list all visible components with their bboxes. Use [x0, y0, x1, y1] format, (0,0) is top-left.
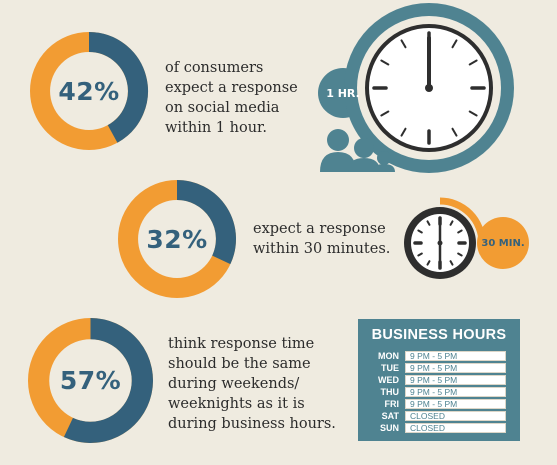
hours-value: 9 PM - 5 PM [405, 387, 506, 397]
stat-line: during weekends/ [168, 376, 300, 392]
hours-row: MON 9 PM - 5 PM [365, 351, 513, 361]
hours-value: CLOSED [405, 411, 506, 421]
hours-row: WED 9 PM - 5 PM [365, 375, 513, 385]
stat-line: within 1 hour. [165, 120, 267, 136]
hours-value: 9 PM - 5 PM [405, 363, 506, 373]
percent-label: 57% [59, 366, 122, 395]
donut-ring [28, 318, 153, 443]
hours-day: SAT [381, 411, 399, 421]
business-hours-panel: BUSINESS HOURS MON 9 PM - 5 PM TUE 9 PM … [358, 319, 520, 441]
hours-value: 9 PM - 5 PM [405, 399, 506, 409]
hours-row: SUN CLOSED [365, 423, 513, 433]
percent-label: 32% [146, 224, 208, 254]
stat-line: think response time [168, 336, 315, 352]
hours-day: TUE [381, 363, 399, 373]
hours-row: FRI 9 PM - 5 PM [365, 399, 513, 409]
stat-line: within 30 minutes. [253, 241, 391, 257]
stat-description: expect a response within 30 minutes. [253, 219, 390, 259]
hours-day: FRI [384, 399, 400, 409]
donut-chart-42: 42% [29, 31, 149, 151]
hours-row: TUE 9 PM - 5 PM [365, 363, 513, 373]
stat-description: of consumers expect a response on social… [165, 58, 298, 138]
hours-day: WED [378, 375, 399, 385]
donut-chart-57: 57% [28, 318, 153, 443]
donut-ring [117, 179, 237, 299]
donut-segment [63, 318, 153, 443]
stat-line: weeknights as it is [168, 396, 305, 412]
stat-line: during business hours. [168, 416, 336, 432]
hours-day: MON [378, 351, 399, 361]
donut-ring [29, 31, 149, 151]
clock-30min-label: 30 MIN. [481, 237, 525, 249]
hours-value: CLOSED [405, 423, 506, 433]
users-icon [320, 129, 395, 172]
hours-day: THU [380, 387, 400, 397]
business-hours-title: BUSINESS HOURS [371, 327, 507, 343]
hours-row: SAT CLOSED [365, 411, 513, 421]
stat-line: expect a response [165, 80, 298, 96]
donut-chart-32: 32% [117, 179, 237, 299]
stat-line: on social media [165, 100, 280, 116]
stat-line: of consumers [165, 60, 264, 76]
donut-segment [176, 180, 236, 265]
donut-segment [88, 32, 148, 143]
clock-icon: 1 HR. [318, 0, 540, 178]
stat-line: should be the same [168, 356, 311, 372]
hours-day: SUN [379, 423, 399, 433]
stat-line: expect a response [253, 221, 386, 237]
clock-1hr-label: 1 HR. [326, 86, 360, 100]
percent-label: 42% [58, 76, 120, 106]
hours-value: 9 PM - 5 PM [405, 351, 506, 361]
hours-row: THU 9 PM - 5 PM [365, 387, 513, 397]
hours-value: 9 PM - 5 PM [405, 375, 506, 385]
stat-description: think response time should be the same d… [168, 334, 336, 434]
stopwatch-icon: 30 MIN. [402, 197, 532, 289]
